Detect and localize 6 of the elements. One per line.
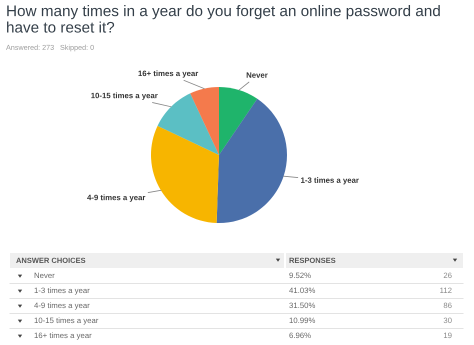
pie-slice bbox=[190, 87, 219, 155]
pie-slice bbox=[151, 126, 219, 223]
pie-slice bbox=[219, 87, 258, 155]
pie-slice bbox=[216, 98, 287, 223]
pie-slice bbox=[158, 93, 219, 155]
chart-title: How many times in a year do you forget an online password and have to reset it? bbox=[7, 5, 440, 33]
